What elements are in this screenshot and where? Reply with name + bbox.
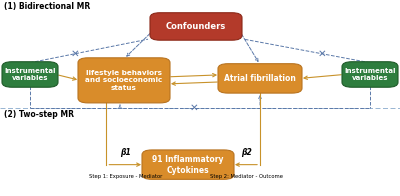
FancyBboxPatch shape	[342, 62, 398, 87]
FancyBboxPatch shape	[2, 62, 58, 87]
FancyBboxPatch shape	[218, 64, 302, 93]
FancyBboxPatch shape	[78, 58, 170, 103]
Text: Instrumental
variables: Instrumental variables	[4, 68, 56, 81]
Text: β2: β2	[241, 148, 251, 157]
FancyBboxPatch shape	[150, 13, 242, 40]
Text: ✕: ✕	[190, 103, 198, 113]
Text: (1) Bidirectional MR: (1) Bidirectional MR	[4, 2, 90, 11]
Text: Instrumental
variables: Instrumental variables	[344, 68, 396, 81]
Text: Step 2: Mediator - Outcome: Step 2: Mediator - Outcome	[210, 174, 282, 180]
Text: ✕: ✕	[318, 49, 326, 59]
Text: Confounders: Confounders	[166, 22, 226, 31]
Text: (2) Two-step MR: (2) Two-step MR	[4, 110, 74, 119]
Text: ✕: ✕	[70, 49, 79, 59]
Text: β1: β1	[120, 148, 130, 157]
Text: lifestyle behaviors
and socioeconomic
status: lifestyle behaviors and socioeconomic st…	[85, 70, 163, 91]
Text: 91 Inflammatory
Cytokines: 91 Inflammatory Cytokines	[152, 155, 224, 175]
Text: Atrial fibrillation: Atrial fibrillation	[224, 74, 296, 83]
Text: Step 1: Exposure - Mediator: Step 1: Exposure - Mediator	[88, 174, 162, 180]
FancyBboxPatch shape	[142, 150, 234, 179]
